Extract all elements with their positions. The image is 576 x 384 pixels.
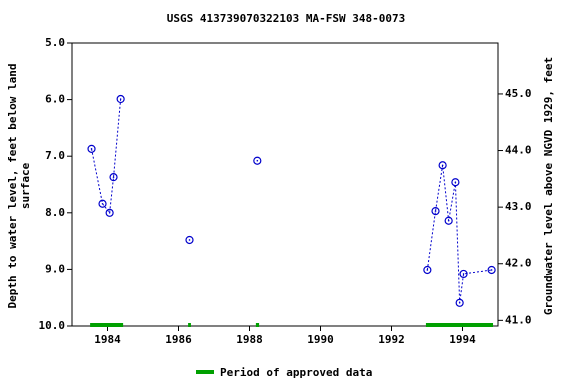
data-point-center — [108, 212, 111, 214]
y-axis-label: surface — [19, 162, 32, 209]
series-line — [91, 98, 492, 303]
approved-period — [425, 323, 494, 327]
data-point-center — [490, 269, 493, 271]
data-point — [423, 265, 432, 275]
data-point-center — [462, 273, 465, 275]
y-tick-label: 5.0 — [45, 36, 65, 49]
legend-label: Period of approved data — [220, 366, 372, 379]
data-point-center — [90, 148, 93, 150]
data-point — [487, 265, 496, 275]
data-point — [185, 235, 194, 245]
x-tick-label: 1994 — [449, 333, 476, 346]
data-point-center — [454, 181, 457, 184]
x-tick-label: 1992 — [378, 333, 405, 346]
y2-axis-label: Groundwater level above NGVD 1929, feet — [542, 57, 555, 315]
y2-tick-label: 41.0 — [505, 313, 532, 326]
data-point — [459, 269, 468, 279]
data-point — [109, 173, 118, 182]
y2-tick-label: 43.0 — [505, 200, 532, 213]
x-tick-label: 1984 — [94, 333, 121, 346]
data-point-center — [434, 210, 437, 212]
approved-period — [188, 323, 191, 327]
data-point — [431, 207, 440, 216]
y-tick-label: 6.0 — [45, 93, 65, 106]
x-tick-label: 1988 — [236, 333, 263, 346]
y2-tick-label: 42.0 — [505, 257, 532, 270]
data-point — [438, 161, 447, 170]
y-tick-label: 7.0 — [45, 149, 65, 162]
data-point — [444, 216, 453, 225]
data-point-center — [101, 202, 104, 205]
data-point — [98, 199, 107, 208]
data-point-center — [441, 164, 444, 167]
x-tick-label: 1990 — [307, 333, 334, 346]
y2-tick-label: 44.0 — [505, 144, 532, 157]
y-tick-label: 10.0 — [39, 319, 66, 332]
data-point-center — [426, 269, 429, 271]
data-point — [116, 94, 125, 104]
data-point-center — [188, 239, 191, 241]
approved-period — [90, 323, 124, 327]
data-point — [455, 298, 464, 307]
x-tick-label: 1986 — [165, 333, 192, 346]
plot-frame — [71, 42, 499, 327]
data-point — [87, 144, 96, 153]
y-tick-label: 8.0 — [45, 206, 65, 219]
y-tick-label: 9.0 — [45, 262, 65, 275]
chart-title: USGS 413739070322103 MA-FSW 348-0073 — [167, 12, 405, 25]
data-point-center — [119, 98, 122, 100]
data-point — [253, 156, 262, 165]
data-point-center — [112, 176, 115, 178]
y2-tick-label: 45.0 — [505, 87, 532, 100]
data-point-center — [447, 219, 450, 222]
data-point-center — [458, 301, 461, 304]
approved-period — [255, 323, 260, 327]
data-point — [451, 178, 460, 187]
data-point — [105, 208, 114, 217]
y-axis-label: Depth to water level, feet below land — [6, 63, 19, 308]
data-point-center — [256, 159, 259, 162]
